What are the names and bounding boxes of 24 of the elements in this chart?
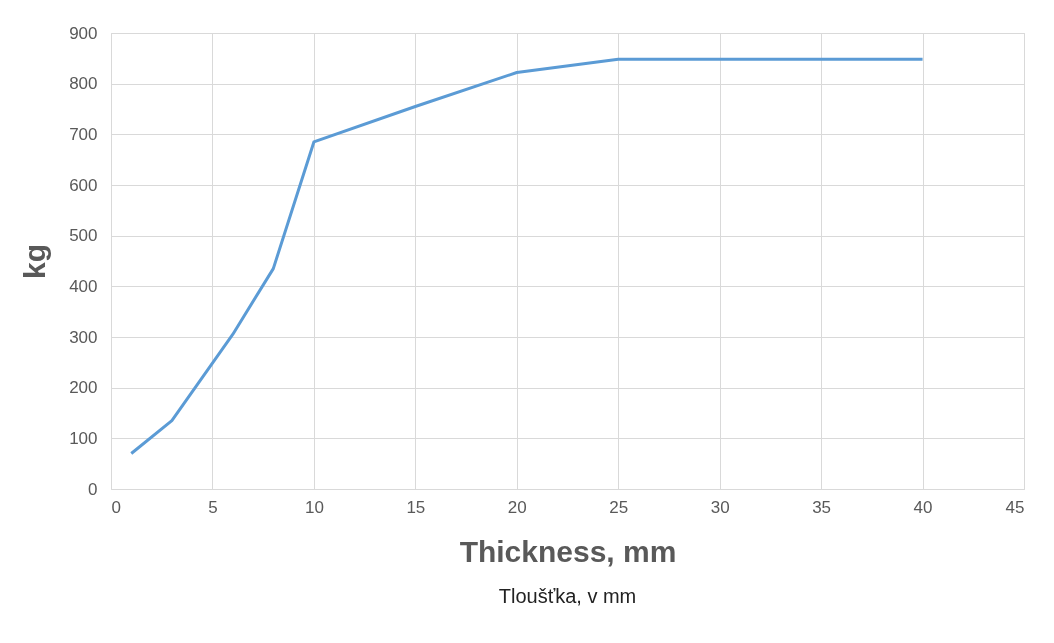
x-tick-label: 30 [710, 497, 730, 517]
y-tick-label: 600 [69, 175, 98, 195]
x-tick-label: 10 [304, 497, 324, 517]
y-axis-title: kg [18, 243, 52, 280]
y-tick-label: 500 [69, 226, 98, 246]
x-tick-label: 20 [507, 497, 527, 517]
y-tick-label: 200 [69, 378, 98, 398]
y-tick-label: 800 [69, 74, 98, 94]
x-tick-label: 45 [1005, 497, 1025, 517]
y-tick-label: 400 [69, 276, 98, 296]
line-series [129, 57, 925, 456]
y-tick-label: 100 [69, 428, 98, 448]
x-tick-label: 0 [111, 497, 121, 517]
y-tick-label: 0 [88, 479, 98, 499]
text: Tloušťka, v mm [498, 585, 637, 607]
x-axis-title: Thickness, mm [459, 534, 677, 568]
y-tick-label: 900 [69, 23, 98, 43]
x-tick-label: 15 [406, 497, 426, 517]
y-tick-label: 300 [69, 327, 98, 347]
x-tick-label: 35 [812, 497, 832, 517]
x-tick-label: 25 [609, 497, 629, 517]
x-tick-label: 5 [208, 497, 218, 517]
y-tick-label: 700 [69, 124, 98, 144]
x-tick-label: 40 [913, 497, 933, 517]
